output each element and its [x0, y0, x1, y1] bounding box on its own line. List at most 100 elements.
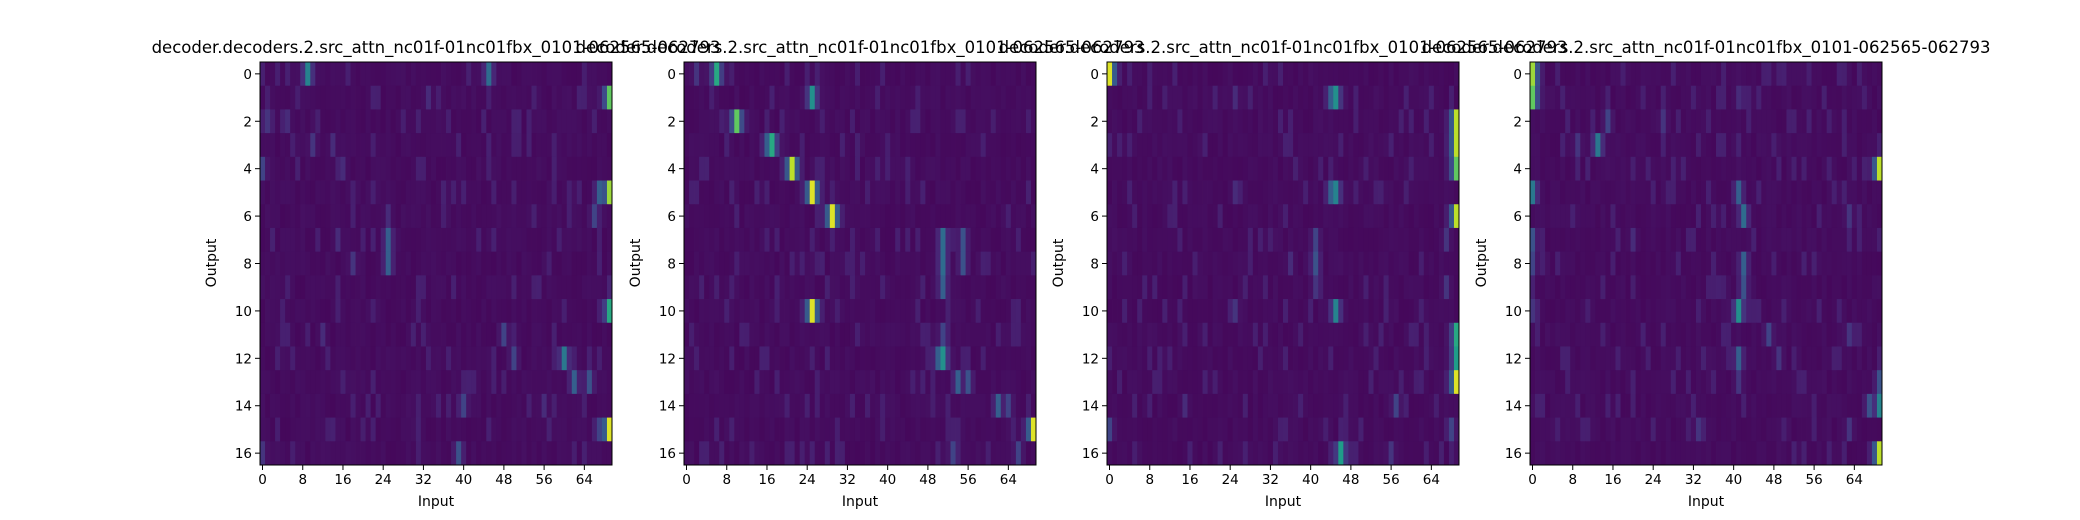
heatmap-cell [1242, 299, 1249, 324]
heatmap-cell [1675, 322, 1682, 347]
heatmap-cell [1137, 204, 1143, 229]
heatmap-cell [965, 370, 972, 395]
heatmap-cell [1448, 346, 1455, 371]
heatmap-cell [1615, 275, 1621, 300]
heatmap-cell [1530, 275, 1536, 300]
heatmap-cell [1142, 85, 1148, 110]
heatmap-cell [516, 251, 522, 276]
heatmap-cell [1112, 156, 1118, 181]
heatmap-cell [1650, 156, 1657, 181]
heatmap-cell [486, 275, 492, 300]
heatmap-cell [950, 85, 956, 110]
heatmap-cell [839, 441, 846, 466]
chart-title: decoder.decoders.2.src_attn_nc01f-01nc01… [576, 38, 1145, 58]
heatmap-cell [809, 204, 816, 229]
heatmap-cell [420, 109, 427, 134]
heatmap-cell [834, 441, 841, 466]
heatmap-cell [1353, 85, 1359, 110]
heatmap-cell [501, 133, 507, 158]
heatmap-cell [1706, 441, 1712, 466]
heatmap-cell [1423, 156, 1430, 181]
heatmap-cell [1856, 346, 1863, 371]
heatmap-cell [365, 346, 372, 371]
heatmap-cell [1841, 227, 1848, 253]
heatmap-cell [1428, 322, 1435, 347]
heatmap-cell [1000, 299, 1007, 324]
x-tick-label: 56 [536, 472, 553, 488]
heatmap-cell [824, 227, 831, 253]
heatmap-cell [511, 393, 517, 418]
heatmap-cell [310, 322, 316, 347]
heatmap-cell [945, 417, 951, 442]
heatmap-cell [260, 180, 266, 205]
heatmap-cell [1010, 204, 1017, 229]
heatmap-cell [1550, 299, 1556, 324]
heatmap-cell [814, 227, 821, 253]
heatmap-cell [714, 275, 720, 300]
heatmap-cell [1816, 204, 1823, 229]
heatmap-cell [1635, 133, 1642, 158]
heatmap-cell [834, 251, 841, 276]
heatmap-cell [960, 346, 966, 371]
heatmap-cell [436, 299, 442, 324]
heatmap-cell [1560, 370, 1566, 395]
heatmap-cell [1741, 441, 1747, 466]
heatmap-cell [1010, 322, 1017, 347]
heatmap-cell [709, 156, 715, 181]
heatmap-cell [1685, 62, 1692, 87]
heatmap-cell [1630, 346, 1636, 371]
heatmap-cell [759, 133, 765, 158]
heatmap-cell [1856, 85, 1863, 110]
heatmap-cell [1025, 156, 1032, 181]
heatmap-cell [985, 417, 992, 442]
heatmap-cell [784, 370, 790, 395]
heatmap-cell [860, 251, 866, 276]
heatmap-cell [789, 370, 796, 395]
heatmap-cell [1806, 204, 1812, 229]
heatmap-cell [950, 62, 956, 87]
heatmap-cell [1645, 85, 1652, 110]
heatmap-cell [784, 204, 790, 229]
heatmap-cell [905, 370, 911, 395]
heatmap-cell [1383, 204, 1389, 229]
heatmap-cell [385, 370, 392, 395]
heatmap-cell [1811, 227, 1818, 253]
heatmap-cell [275, 109, 281, 134]
heatmap-cell [1005, 62, 1012, 87]
heatmap-cell [945, 299, 951, 324]
heatmap-cell [950, 299, 956, 324]
heatmap-cell [1277, 251, 1284, 276]
y-tick-label: 0 [1513, 67, 1522, 83]
heatmap-cell [295, 251, 301, 276]
heatmap-cell [1801, 156, 1807, 181]
heatmap-cell [1015, 156, 1022, 181]
heatmap-cell [1388, 109, 1395, 134]
heatmap-cell [885, 370, 891, 395]
heatmap-cell [930, 204, 936, 229]
heatmap-cell [819, 370, 826, 395]
heatmap-cell [694, 441, 700, 466]
heatmap-cell [854, 417, 861, 442]
heatmap-cell [1403, 180, 1410, 205]
heatmap-cell [1122, 204, 1128, 229]
heatmap-cell [1675, 62, 1682, 87]
heatmap-cell [1625, 180, 1631, 205]
heatmap-cell [1147, 251, 1153, 276]
heatmap-cell [1363, 275, 1369, 300]
heatmap-cell [739, 227, 745, 253]
heatmap-cell [425, 227, 432, 253]
heatmap-cell [1020, 85, 1027, 110]
heatmap-cell [1157, 441, 1163, 466]
heatmap-cell [1806, 180, 1812, 205]
heatmap-cell [1182, 133, 1188, 158]
heatmap-cell [1187, 85, 1193, 110]
heatmap-cell [1721, 251, 1727, 276]
heatmap-cell [774, 393, 780, 418]
heatmap-cell [865, 133, 871, 158]
heatmap-cell [551, 417, 558, 442]
heatmap-cell [1781, 393, 1787, 418]
heatmap-cell [1443, 251, 1450, 276]
heatmap-cell [285, 204, 291, 229]
heatmap-cell [546, 156, 553, 181]
